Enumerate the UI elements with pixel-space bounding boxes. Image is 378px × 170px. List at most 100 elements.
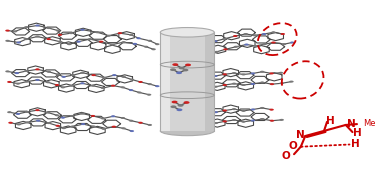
Circle shape <box>58 34 62 36</box>
Circle shape <box>102 77 106 79</box>
Circle shape <box>129 89 133 91</box>
Circle shape <box>151 48 156 50</box>
Circle shape <box>35 68 40 70</box>
Circle shape <box>95 31 100 33</box>
Circle shape <box>46 81 50 83</box>
Circle shape <box>223 38 227 40</box>
Circle shape <box>270 83 274 85</box>
Circle shape <box>62 127 66 129</box>
Circle shape <box>110 44 115 46</box>
Text: H: H <box>351 139 360 149</box>
Circle shape <box>56 30 60 32</box>
Circle shape <box>112 126 116 128</box>
Circle shape <box>80 113 85 115</box>
Circle shape <box>144 46 148 48</box>
Circle shape <box>253 34 257 36</box>
Circle shape <box>178 104 184 107</box>
Circle shape <box>80 82 85 84</box>
Ellipse shape <box>160 28 214 37</box>
Bar <box>160 32 214 131</box>
Circle shape <box>179 67 185 69</box>
Circle shape <box>118 32 122 34</box>
Circle shape <box>15 72 19 74</box>
Circle shape <box>121 76 126 78</box>
Circle shape <box>147 94 151 96</box>
Circle shape <box>7 81 12 83</box>
Circle shape <box>206 53 210 55</box>
Circle shape <box>112 74 116 76</box>
Bar <box>205 32 214 131</box>
Circle shape <box>70 115 74 117</box>
Text: N: N <box>347 119 356 129</box>
Circle shape <box>58 41 62 43</box>
Circle shape <box>70 85 74 87</box>
Circle shape <box>55 84 59 86</box>
Circle shape <box>223 84 227 86</box>
Circle shape <box>260 71 265 73</box>
Circle shape <box>185 64 191 66</box>
Circle shape <box>223 48 228 50</box>
Circle shape <box>106 35 111 37</box>
Circle shape <box>223 120 227 122</box>
Circle shape <box>262 33 266 35</box>
Circle shape <box>17 41 21 44</box>
Circle shape <box>80 72 85 74</box>
Circle shape <box>25 121 30 123</box>
Text: N: N <box>296 130 304 140</box>
Circle shape <box>121 41 126 43</box>
Circle shape <box>280 33 285 35</box>
Text: O: O <box>282 151 290 160</box>
Circle shape <box>46 122 51 124</box>
Circle shape <box>137 91 142 94</box>
Circle shape <box>241 121 246 123</box>
Circle shape <box>241 84 246 86</box>
Circle shape <box>155 85 160 87</box>
Circle shape <box>184 101 189 104</box>
Circle shape <box>223 73 227 75</box>
Circle shape <box>251 83 255 85</box>
Circle shape <box>241 110 246 112</box>
Circle shape <box>101 87 105 89</box>
Ellipse shape <box>160 126 214 136</box>
Text: H: H <box>325 116 335 126</box>
Circle shape <box>5 70 10 72</box>
Circle shape <box>91 115 95 117</box>
Circle shape <box>269 109 274 111</box>
Circle shape <box>243 33 248 35</box>
Circle shape <box>170 68 176 71</box>
Circle shape <box>172 101 178 103</box>
Circle shape <box>91 85 95 87</box>
Circle shape <box>205 88 209 90</box>
Circle shape <box>121 127 126 129</box>
Circle shape <box>232 108 236 110</box>
Circle shape <box>147 83 152 85</box>
Circle shape <box>223 109 227 112</box>
Circle shape <box>71 74 75 76</box>
Circle shape <box>24 26 28 28</box>
Circle shape <box>102 128 106 130</box>
Circle shape <box>214 86 218 88</box>
Text: Me: Me <box>363 119 375 128</box>
Circle shape <box>46 71 51 73</box>
Circle shape <box>147 40 152 42</box>
Circle shape <box>13 30 17 32</box>
Circle shape <box>177 108 183 111</box>
Circle shape <box>5 40 10 42</box>
Circle shape <box>35 79 40 81</box>
Circle shape <box>61 117 65 119</box>
Circle shape <box>88 38 92 40</box>
Circle shape <box>213 75 218 77</box>
Text: H: H <box>353 128 361 138</box>
Circle shape <box>56 73 60 75</box>
Circle shape <box>129 34 133 36</box>
Circle shape <box>176 71 182 74</box>
Circle shape <box>81 123 85 125</box>
Circle shape <box>25 111 29 113</box>
Circle shape <box>46 38 51 40</box>
Circle shape <box>244 44 249 46</box>
Circle shape <box>91 125 96 128</box>
Circle shape <box>67 43 71 45</box>
Circle shape <box>46 27 51 29</box>
Circle shape <box>232 72 236 74</box>
Circle shape <box>138 81 143 83</box>
